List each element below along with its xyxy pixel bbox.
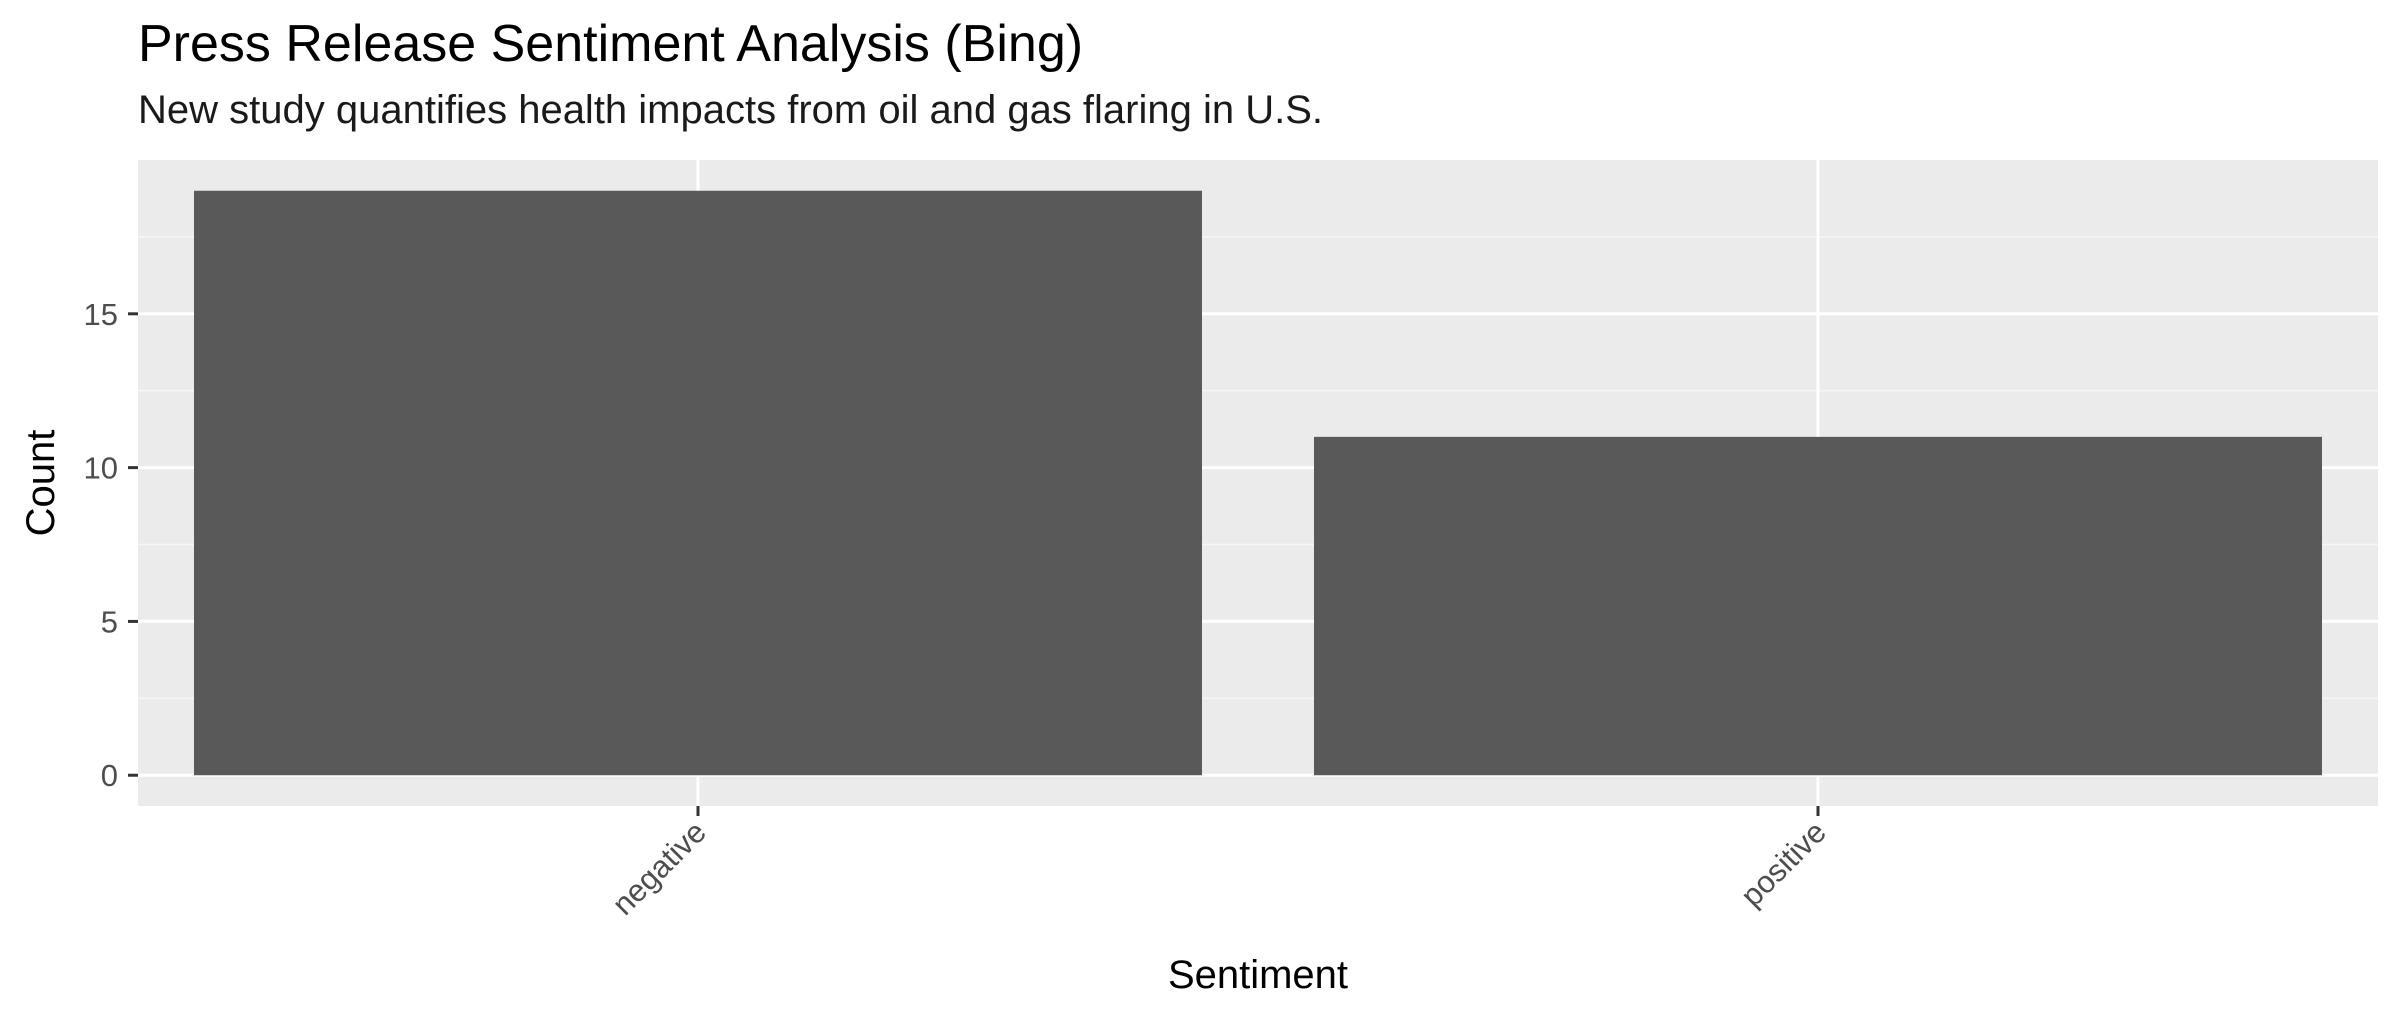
y-axis-title: Count xyxy=(19,430,63,537)
y-axis: 0 5 10 15 xyxy=(84,297,138,793)
bars xyxy=(194,190,2322,776)
bar-negative xyxy=(194,190,1202,776)
x-axis: negative positive xyxy=(605,806,1833,922)
chart-subtitle: New study quantifies health impacts from… xyxy=(138,88,1324,132)
y-tick-label: 15 xyxy=(84,297,118,332)
chart-title: Press Release Sentiment Analysis (Bing) xyxy=(138,15,1084,73)
y-tick-label: 5 xyxy=(101,604,118,639)
x-tick-label: negative xyxy=(605,814,713,922)
x-tick-label: positive xyxy=(1734,814,1833,913)
y-tick-label: 0 xyxy=(101,758,118,793)
y-tick-label: 10 xyxy=(84,451,118,486)
x-axis-title: Sentiment xyxy=(1168,953,1348,997)
bar-positive xyxy=(1314,436,2322,776)
